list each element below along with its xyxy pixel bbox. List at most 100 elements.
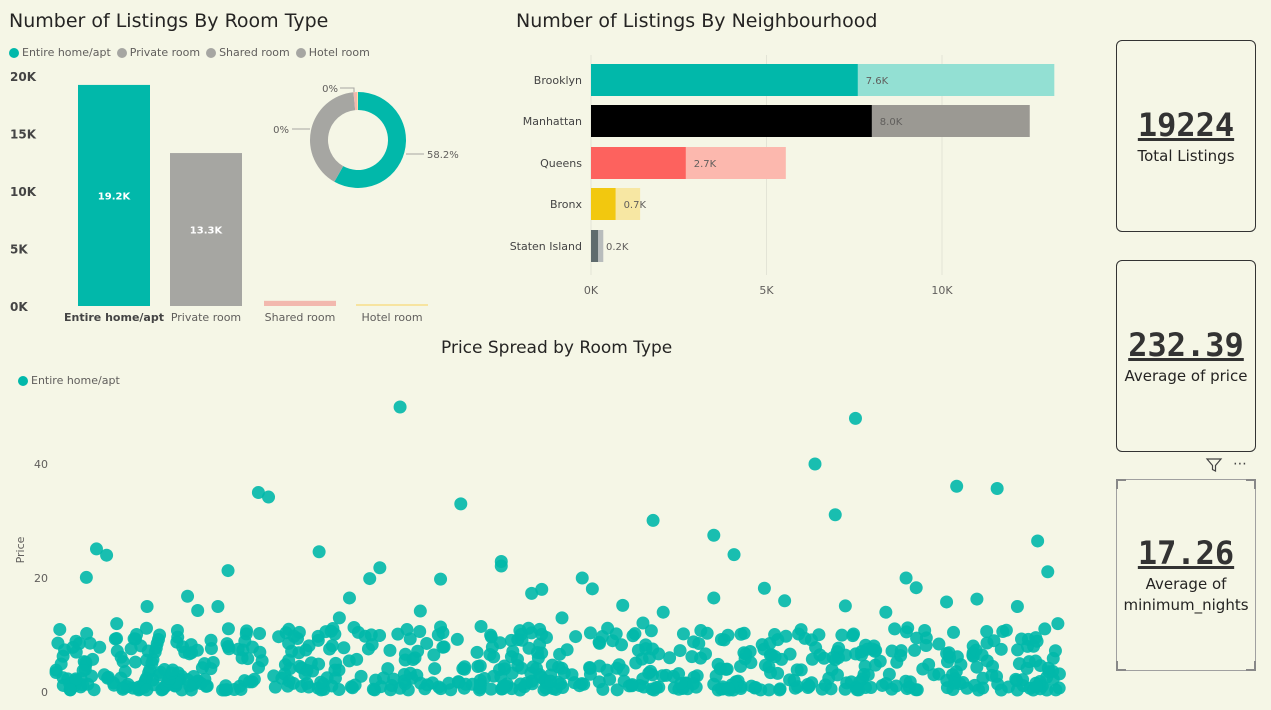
legend-item-private[interactable]: Private room	[116, 46, 200, 59]
bar[interactable]	[264, 300, 336, 306]
scatter-point[interactable]	[1049, 683, 1063, 697]
scatter-point[interactable]	[1010, 600, 1024, 613]
scatter-point[interactable]	[53, 622, 67, 636]
scatter-point[interactable]	[221, 564, 235, 578]
scatter-point[interactable]	[808, 457, 822, 471]
scatter-point[interactable]	[116, 682, 130, 696]
scatter-point[interactable]	[949, 665, 963, 679]
scatter-point[interactable]	[485, 640, 499, 654]
scatter-point[interactable]	[484, 682, 498, 696]
scatter-point[interactable]	[1041, 661, 1055, 675]
scatter-point[interactable]	[413, 604, 427, 618]
scatter-point[interactable]	[76, 663, 90, 677]
scatter-point[interactable]	[253, 626, 267, 640]
scatter-point[interactable]	[676, 627, 690, 641]
scatter-point[interactable]	[51, 636, 65, 650]
scatter-point[interactable]	[497, 679, 511, 693]
scatter-point[interactable]	[734, 659, 748, 673]
scatter-point[interactable]	[219, 679, 233, 693]
scatter-point[interactable]	[858, 659, 872, 673]
scatter-point[interactable]	[916, 662, 930, 676]
scatter-point[interactable]	[350, 652, 364, 666]
scatter-point[interactable]	[879, 605, 893, 619]
scatter-point[interactable]	[513, 677, 527, 691]
scatter-point[interactable]	[592, 635, 606, 649]
scatter-point[interactable]	[828, 508, 842, 522]
total-listings-card[interactable]: 19224 Total Listings	[1116, 40, 1256, 232]
scatter-point[interactable]	[835, 628, 849, 642]
scatter-point[interactable]	[1009, 672, 1023, 686]
scatter-point[interactable]	[206, 655, 220, 669]
scatter-point[interactable]	[471, 659, 485, 673]
scatter-point[interactable]	[672, 667, 686, 681]
scatter-point[interactable]	[442, 676, 456, 690]
scatter-point[interactable]	[428, 662, 442, 676]
scatter-point[interactable]	[251, 486, 265, 499]
scatter-point[interactable]	[560, 643, 574, 657]
scatter-point[interactable]	[980, 624, 994, 638]
scatter-point[interactable]	[510, 652, 524, 666]
scatter-point[interactable]	[262, 490, 276, 504]
scatter-point[interactable]	[673, 644, 687, 658]
scatter-point[interactable]	[347, 620, 361, 634]
scatter-point[interactable]	[783, 647, 797, 661]
scatter-point[interactable]	[100, 548, 114, 562]
scatter-point[interactable]	[625, 679, 639, 693]
scatter-point[interactable]	[868, 658, 882, 672]
scatter-point[interactable]	[628, 627, 642, 641]
scatter-point[interactable]	[204, 633, 218, 647]
scatter-point[interactable]	[220, 637, 234, 651]
scatter-point[interactable]	[337, 641, 351, 655]
scatter-point[interactable]	[434, 572, 448, 586]
scatter-point[interactable]	[1046, 672, 1060, 686]
scatter-point[interactable]	[312, 657, 326, 671]
scatter-point[interactable]	[616, 598, 630, 612]
scatter-point[interactable]	[361, 642, 375, 656]
scatter-point[interactable]	[497, 659, 511, 673]
more-options-icon[interactable]: ⋯	[1233, 456, 1247, 472]
bar[interactable]	[170, 153, 242, 306]
scatter-point[interactable]	[804, 633, 818, 647]
scatter-point[interactable]	[140, 600, 154, 613]
scatter-point[interactable]	[583, 626, 597, 640]
scatter-point[interactable]	[644, 624, 658, 638]
scatter-point[interactable]	[768, 650, 782, 664]
scatter-point[interactable]	[918, 623, 932, 637]
scatter-point[interactable]	[385, 679, 399, 693]
scatter-point[interactable]	[328, 663, 342, 677]
scatter-point[interactable]	[381, 662, 395, 676]
bar[interactable]	[591, 147, 686, 179]
scatter-point[interactable]	[720, 662, 734, 676]
scatter-point[interactable]	[166, 663, 180, 677]
scatter-point[interactable]	[656, 605, 670, 619]
scatter-point[interactable]	[233, 679, 247, 693]
scatter-point[interactable]	[909, 581, 923, 595]
scatter-point[interactable]	[727, 548, 741, 562]
scatter-point[interactable]	[919, 639, 933, 653]
scatter-point[interactable]	[852, 683, 866, 697]
scatter-point[interactable]	[990, 669, 1004, 683]
scatter-point[interactable]	[373, 629, 387, 643]
scatter-point[interactable]	[932, 637, 946, 651]
scatter-point[interactable]	[771, 666, 785, 680]
scatter-point[interactable]	[813, 648, 827, 662]
scatter-point[interactable]	[610, 661, 624, 675]
scatter-point[interactable]	[195, 661, 209, 675]
legend-item-entire[interactable]: Entire home/apt	[18, 374, 120, 387]
scatter-point[interactable]	[996, 625, 1010, 639]
scatter-point[interactable]	[403, 666, 417, 680]
scatter-point[interactable]	[868, 644, 882, 658]
scatter-point[interactable]	[950, 479, 964, 493]
donut-slice[interactable]	[357, 92, 358, 111]
scatter-point[interactable]	[838, 599, 852, 613]
average-min-nights-card[interactable]: 17.26 Average of minimum_nights	[1116, 479, 1256, 671]
neighbourhood-bar-chart[interactable]: 0K 5K 10K Brooklyn 7.6K Manhattan 8.0K Queens 2.…	[500, 50, 1080, 310]
scatter-point[interactable]	[470, 645, 484, 659]
scatter-point[interactable]	[484, 628, 498, 642]
scatter-point[interactable]	[714, 632, 728, 646]
scatter-point[interactable]	[663, 651, 677, 665]
scatter-point[interactable]	[239, 627, 253, 641]
scatter-point[interactable]	[436, 640, 450, 654]
scatter-point[interactable]	[986, 659, 1000, 673]
scatter-point[interactable]	[126, 681, 140, 695]
